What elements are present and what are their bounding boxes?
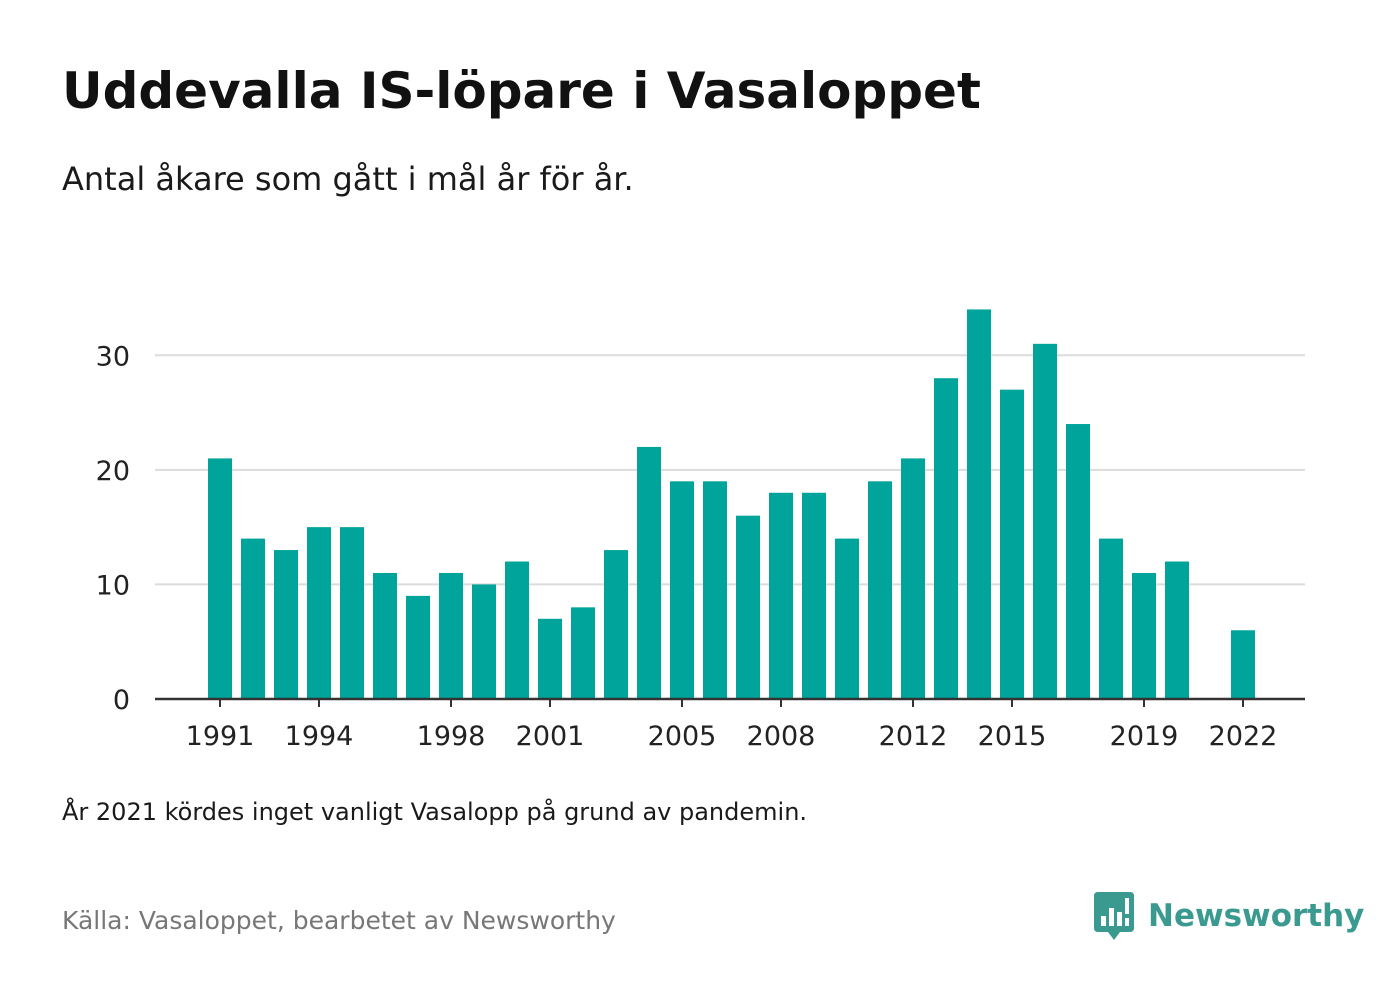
x-tick-label: 2008 [747, 721, 816, 752]
bar-2016 [1033, 343, 1057, 699]
y-tick-label: 0 [113, 685, 130, 716]
bar-2004 [637, 446, 661, 699]
bar-2018 [1099, 538, 1123, 699]
bar-2001 [538, 618, 562, 699]
x-tick-label: 2001 [516, 721, 585, 752]
brand: Newsworthy [1092, 890, 1364, 942]
bar-1999 [472, 584, 496, 699]
bar-2002 [571, 607, 595, 699]
bar-2014 [967, 309, 991, 699]
bar-2020 [1165, 561, 1189, 699]
y-tick-label: 30 [96, 341, 130, 372]
x-tick-label: 2022 [1209, 721, 1278, 752]
bar-2000 [505, 561, 529, 699]
bar-2022 [1231, 630, 1255, 699]
x-tick-label: 1998 [417, 721, 486, 752]
x-tick-label: 2015 [978, 721, 1047, 752]
bar-1995 [340, 527, 364, 699]
newsworthy-logo-icon [1094, 892, 1134, 940]
bar-2011 [868, 481, 892, 699]
chart-footnote: År 2021 kördes inget vanligt Vasalopp på… [62, 798, 808, 826]
y-tick-labels: 0 10 20 30 [96, 341, 130, 716]
bar-2017 [1066, 424, 1090, 699]
bar-2015 [1000, 389, 1024, 699]
y-tick-label: 20 [96, 456, 130, 487]
bar-2007 [736, 515, 760, 699]
bar-1993 [274, 550, 298, 699]
chart-subtitle: Antal åkare som gått i mål år för år. [62, 160, 634, 198]
bar-1997 [406, 595, 430, 699]
bar-2008 [769, 492, 793, 699]
x-tick-label: 1994 [285, 721, 354, 752]
bar-2013 [934, 378, 958, 699]
x-tick-labels: 1991 1994 1998 2001 2005 2008 2012 2015 2019 2022 [186, 699, 1278, 752]
x-tick-label: 2012 [879, 721, 948, 752]
bar-2010 [835, 538, 859, 699]
chart-title: Uddevalla IS-löpare i Vasaloppet [62, 62, 981, 120]
bar-2009 [802, 492, 826, 699]
bar-2012 [901, 458, 925, 699]
bar-2006 [703, 481, 727, 699]
bar-2003 [604, 550, 628, 699]
x-tick-label: 2005 [648, 721, 717, 752]
y-tick-label: 10 [96, 570, 130, 601]
bar-1994 [307, 527, 331, 699]
brand-name: Newsworthy [1148, 898, 1365, 934]
bar-1996 [373, 572, 397, 699]
x-tick-label: 1991 [186, 721, 255, 752]
bar-1998 [439, 572, 463, 699]
bar-2005 [670, 481, 694, 699]
x-tick-label: 2019 [1110, 721, 1179, 752]
bars [208, 309, 1255, 699]
bar-1991 [208, 458, 232, 699]
bar-2019 [1132, 572, 1156, 699]
bar-1992 [241, 538, 265, 699]
source-credit: Källa: Vasaloppet, bearbetet av Newswort… [62, 906, 616, 935]
